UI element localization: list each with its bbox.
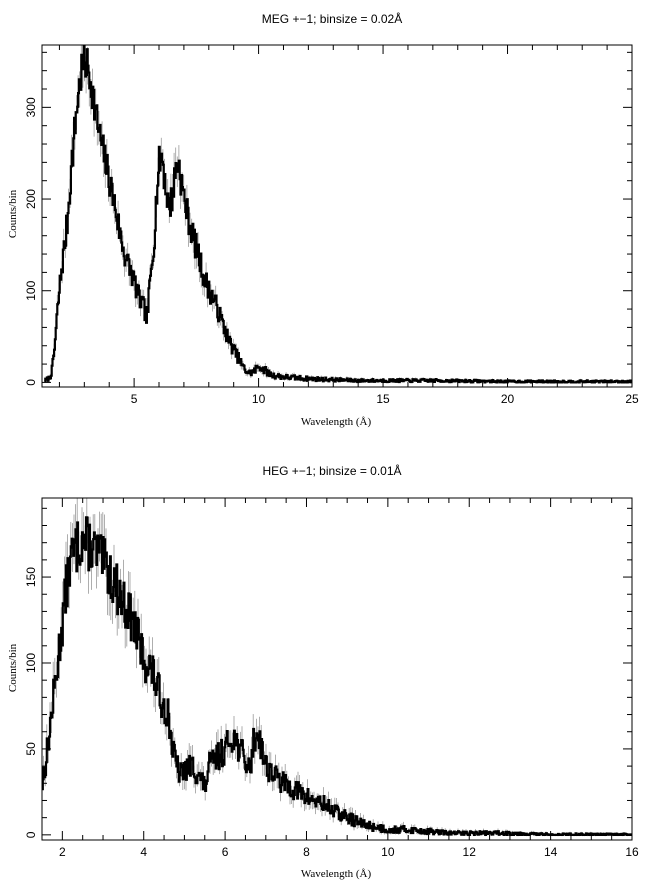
meg-ylabel: Counts/bin — [7, 189, 19, 238]
heg-x-tick-label: 12 — [463, 845, 477, 859]
heg-x-tick-label: 16 — [625, 845, 639, 859]
meg-x-tick-label: 5 — [131, 392, 138, 406]
meg-plot-frame — [41, 44, 633, 388]
heg-x-tick-label: 2 — [59, 845, 66, 859]
heg-title: HEG +−1; binsize = 0.01Å — [262, 463, 401, 478]
meg-title: MEG +−1; binsize = 0.02Å — [262, 11, 402, 26]
meg-marks — [44, 45, 632, 384]
heg-y-tick-label: 100 — [24, 653, 38, 673]
meg-y-tick-label: 0 — [24, 379, 38, 386]
heg-x-tick-label: 10 — [381, 845, 395, 859]
meg-y-tick-label: 300 — [24, 97, 38, 117]
meg-y-tick-label: 100 — [24, 280, 38, 300]
meg-x-tick-label: 10 — [252, 392, 266, 406]
heg-panel: HEG +−1; binsize = 0.01Å Counts/bin Wave… — [7, 463, 639, 880]
meg-x-tick-label: 20 — [501, 392, 515, 406]
meg-panel: MEG +−1; binsize = 0.02Å Counts/bin Wave… — [7, 11, 639, 428]
heg-x-tick-label: 14 — [544, 845, 558, 859]
heg-xlabel: Wavelength (Å) — [301, 868, 372, 880]
heg-y-tick-label: 150 — [24, 567, 38, 587]
meg-spectrum-line — [44, 45, 632, 384]
meg-x-tick-label: 25 — [625, 392, 639, 406]
heg-spectrum-line — [42, 516, 632, 836]
heg-y-tick-label: 50 — [24, 742, 38, 756]
heg-ylabel: Counts/bin — [7, 643, 19, 692]
meg-ticks: 5 10 15 20 25 0 100 200 300 — [24, 45, 639, 406]
meg-xlabel: Wavelength (Å) — [301, 416, 372, 428]
heg-ticks: 2 4 6 8 10 12 14 16 0 50 100 150 — [24, 498, 639, 859]
heg-marks — [42, 498, 632, 837]
meg-x-tick-label: 15 — [376, 392, 390, 406]
heg-x-tick-label: 8 — [303, 845, 310, 859]
heg-x-tick-label: 6 — [222, 845, 229, 859]
meg-y-tick-label: 200 — [24, 189, 38, 209]
heg-x-tick-label: 4 — [140, 845, 147, 859]
heg-plot-frame — [41, 497, 633, 841]
heg-y-tick-label: 0 — [24, 831, 38, 838]
